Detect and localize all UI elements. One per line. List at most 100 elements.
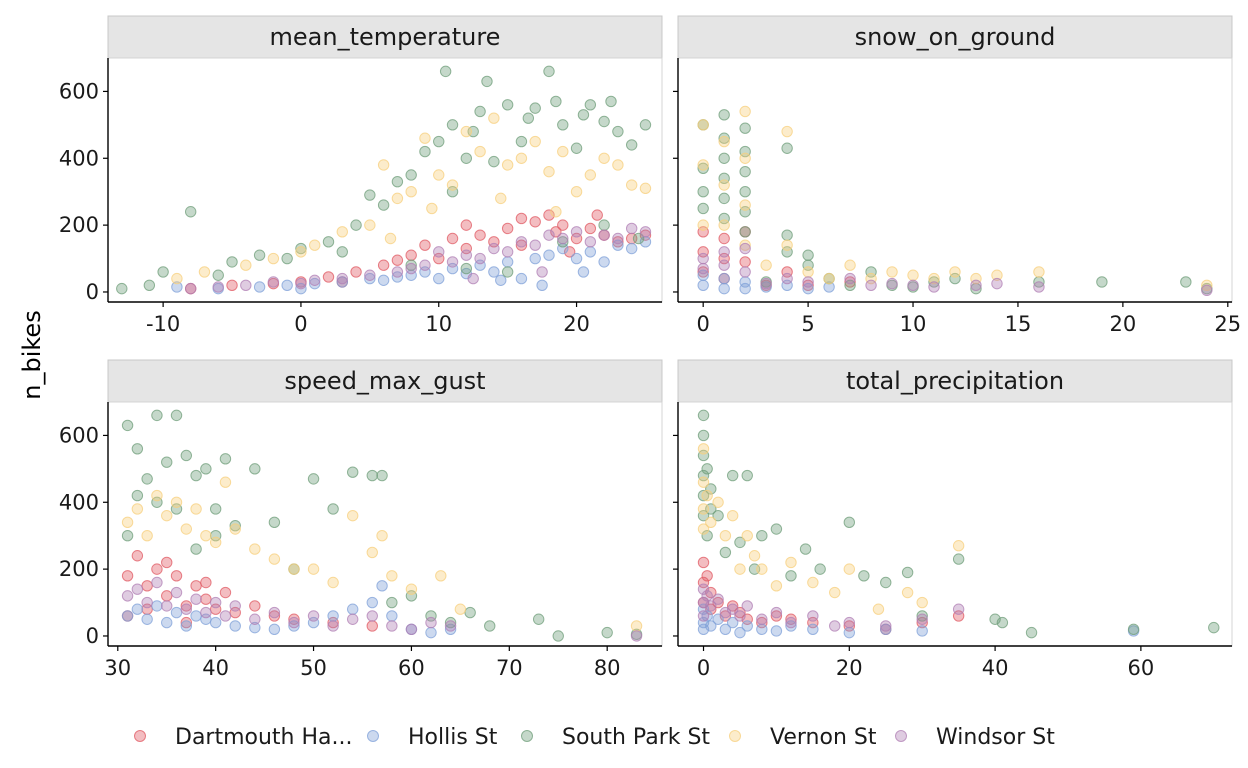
data-point <box>612 159 624 171</box>
data-point <box>433 135 445 148</box>
x-tick-label: 0 <box>696 312 709 336</box>
x-tick-label: 40 <box>202 656 229 680</box>
data-point <box>288 616 300 629</box>
data-point <box>366 469 378 482</box>
data-point <box>952 553 965 565</box>
points-group <box>116 65 652 295</box>
data-point <box>268 606 281 619</box>
data-point <box>376 529 388 542</box>
data-point <box>770 580 783 592</box>
facet-panel-total-precipitation: total_precipitation 0 20 40 60 <box>673 359 1233 680</box>
data-point <box>865 279 877 291</box>
points-group <box>697 105 1213 297</box>
data-point <box>557 236 569 248</box>
data-point <box>515 152 528 164</box>
data-point <box>488 266 500 278</box>
data-point <box>309 277 321 290</box>
data-point <box>180 620 193 632</box>
data-point <box>734 536 746 549</box>
data-point <box>212 281 224 293</box>
data-point <box>460 219 473 231</box>
data-point <box>488 155 500 168</box>
data-point <box>161 556 173 569</box>
data-point <box>697 279 709 291</box>
data-point <box>151 409 163 422</box>
data-point <box>739 165 751 178</box>
data-point <box>161 616 173 629</box>
data-point <box>807 610 819 622</box>
data-point <box>843 616 856 629</box>
facet-strip-label: total_precipitation <box>846 367 1064 395</box>
data-point <box>384 232 397 245</box>
legend-key <box>895 730 907 742</box>
y-tick-label: 200 <box>59 557 99 581</box>
data-point <box>601 626 613 639</box>
x-tick-label: 25 <box>1214 312 1241 336</box>
data-point <box>350 266 362 278</box>
x-tick-label: 20 <box>1110 312 1137 336</box>
data-point <box>268 553 281 565</box>
data-point <box>718 192 730 205</box>
data-point <box>190 469 202 482</box>
data-point <box>639 182 652 195</box>
legend-item: Windsor St <box>895 725 1055 750</box>
data-point <box>557 219 569 231</box>
data-point <box>529 252 541 265</box>
facet-panel-speed-max-gust: speed_max_gust 0 200 400 600 30 40 50 60 70 80 <box>59 359 663 680</box>
data-point <box>907 269 919 281</box>
data-point <box>739 256 751 268</box>
y-axis-title: n_bikes <box>18 310 46 399</box>
data-point <box>425 616 437 629</box>
data-point <box>829 586 841 599</box>
data-point <box>131 583 144 595</box>
data-point <box>151 489 163 502</box>
data-point <box>712 509 724 522</box>
data-point <box>726 509 739 522</box>
data-point <box>705 600 717 612</box>
data-point <box>364 272 376 285</box>
data-point <box>190 610 202 622</box>
data-point <box>718 219 730 231</box>
data-point <box>1201 284 1213 297</box>
data-point <box>718 135 730 148</box>
legend-key <box>367 730 379 742</box>
data-point <box>577 109 590 121</box>
y-tick-label: 400 <box>59 490 99 514</box>
data-point <box>1096 276 1108 288</box>
data-point <box>501 222 514 235</box>
data-point <box>814 563 826 575</box>
data-point <box>880 620 892 632</box>
data-point <box>770 523 783 535</box>
data-point <box>701 610 713 622</box>
data-point <box>726 600 739 612</box>
data-point <box>843 516 856 529</box>
data-point <box>557 119 569 131</box>
data-point <box>121 590 134 602</box>
data-point <box>739 122 751 134</box>
x-tick-label: 15 <box>1005 312 1032 336</box>
data-point <box>268 610 281 622</box>
data-point <box>121 529 134 542</box>
data-point <box>515 212 528 225</box>
data-point <box>488 242 500 255</box>
data-point <box>718 109 730 121</box>
data-point <box>170 586 183 599</box>
data-point <box>739 282 751 295</box>
data-point <box>229 620 241 632</box>
y-tick-label: 600 <box>59 423 99 447</box>
data-point <box>327 620 339 632</box>
data-point <box>309 239 321 251</box>
data-point <box>697 185 709 198</box>
data-point <box>756 529 768 542</box>
data-point <box>226 279 238 291</box>
data-point <box>739 152 751 164</box>
data-point <box>377 259 390 271</box>
data-point <box>612 236 624 248</box>
data-point <box>550 206 562 218</box>
data-point <box>151 600 163 612</box>
data-point <box>376 469 388 482</box>
data-point <box>550 95 562 108</box>
data-point <box>240 259 252 271</box>
data-point <box>741 620 753 632</box>
data-point <box>143 279 156 291</box>
